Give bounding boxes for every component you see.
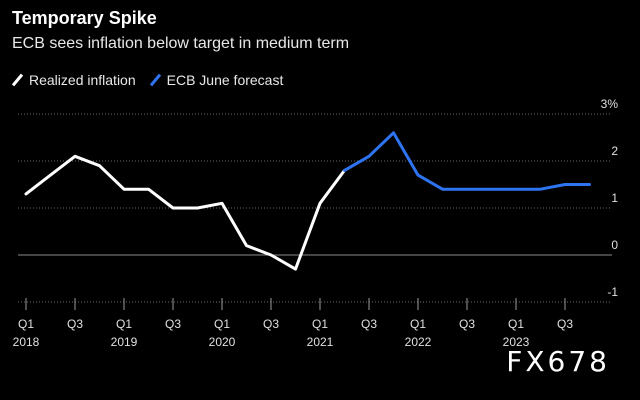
x-tick-label: Q3: [459, 317, 475, 331]
chart-title: Temporary Spike: [12, 8, 157, 28]
x-tick-label: Q1: [116, 317, 132, 331]
series-line-realized: [24, 154, 346, 271]
x-tick-label: Q1: [214, 317, 230, 331]
legend-label-realized: Realized inflation: [29, 72, 136, 88]
y-tick-label: -1: [607, 285, 618, 299]
x-tick-label: Q3: [263, 317, 279, 331]
x-year-label: 2020: [209, 335, 236, 349]
x-year-label: 2019: [111, 335, 138, 349]
chart-subtitle: ECB sees inflation below target in mediu…: [12, 35, 350, 52]
legend-label-forecast: ECB June forecast: [166, 72, 284, 88]
x-tick-label: Q3: [557, 317, 573, 331]
legend-item-realized: Realized inflation: [11, 72, 136, 88]
x-year-label: 2023: [503, 335, 530, 349]
x-year-label: 2018: [13, 335, 40, 349]
y-tick-label: 3%: [601, 97, 619, 111]
x-year-label: 2022: [405, 335, 432, 349]
x-tick-label: Q3: [67, 317, 83, 331]
y-tick-label: 1: [611, 191, 618, 205]
watermark-logo: FX678: [506, 345, 610, 378]
y-tick-label: 2: [611, 144, 618, 158]
x-tick-label: Q3: [165, 317, 181, 331]
chart-legend: Realized inflation ECB June forecast: [11, 70, 297, 90]
x-tick-label: Q3: [361, 317, 377, 331]
legend-item-forecast: ECB June forecast: [149, 72, 284, 88]
x-year-label: 2021: [307, 335, 334, 349]
x-tick-label: Q1: [312, 317, 328, 331]
series-line-forecast: [343, 131, 591, 191]
x-tick-label: Q1: [18, 317, 34, 331]
y-tick-label: 0: [611, 238, 618, 252]
x-tick-label: Q1: [410, 317, 426, 331]
x-tick-label: Q1: [508, 317, 524, 331]
